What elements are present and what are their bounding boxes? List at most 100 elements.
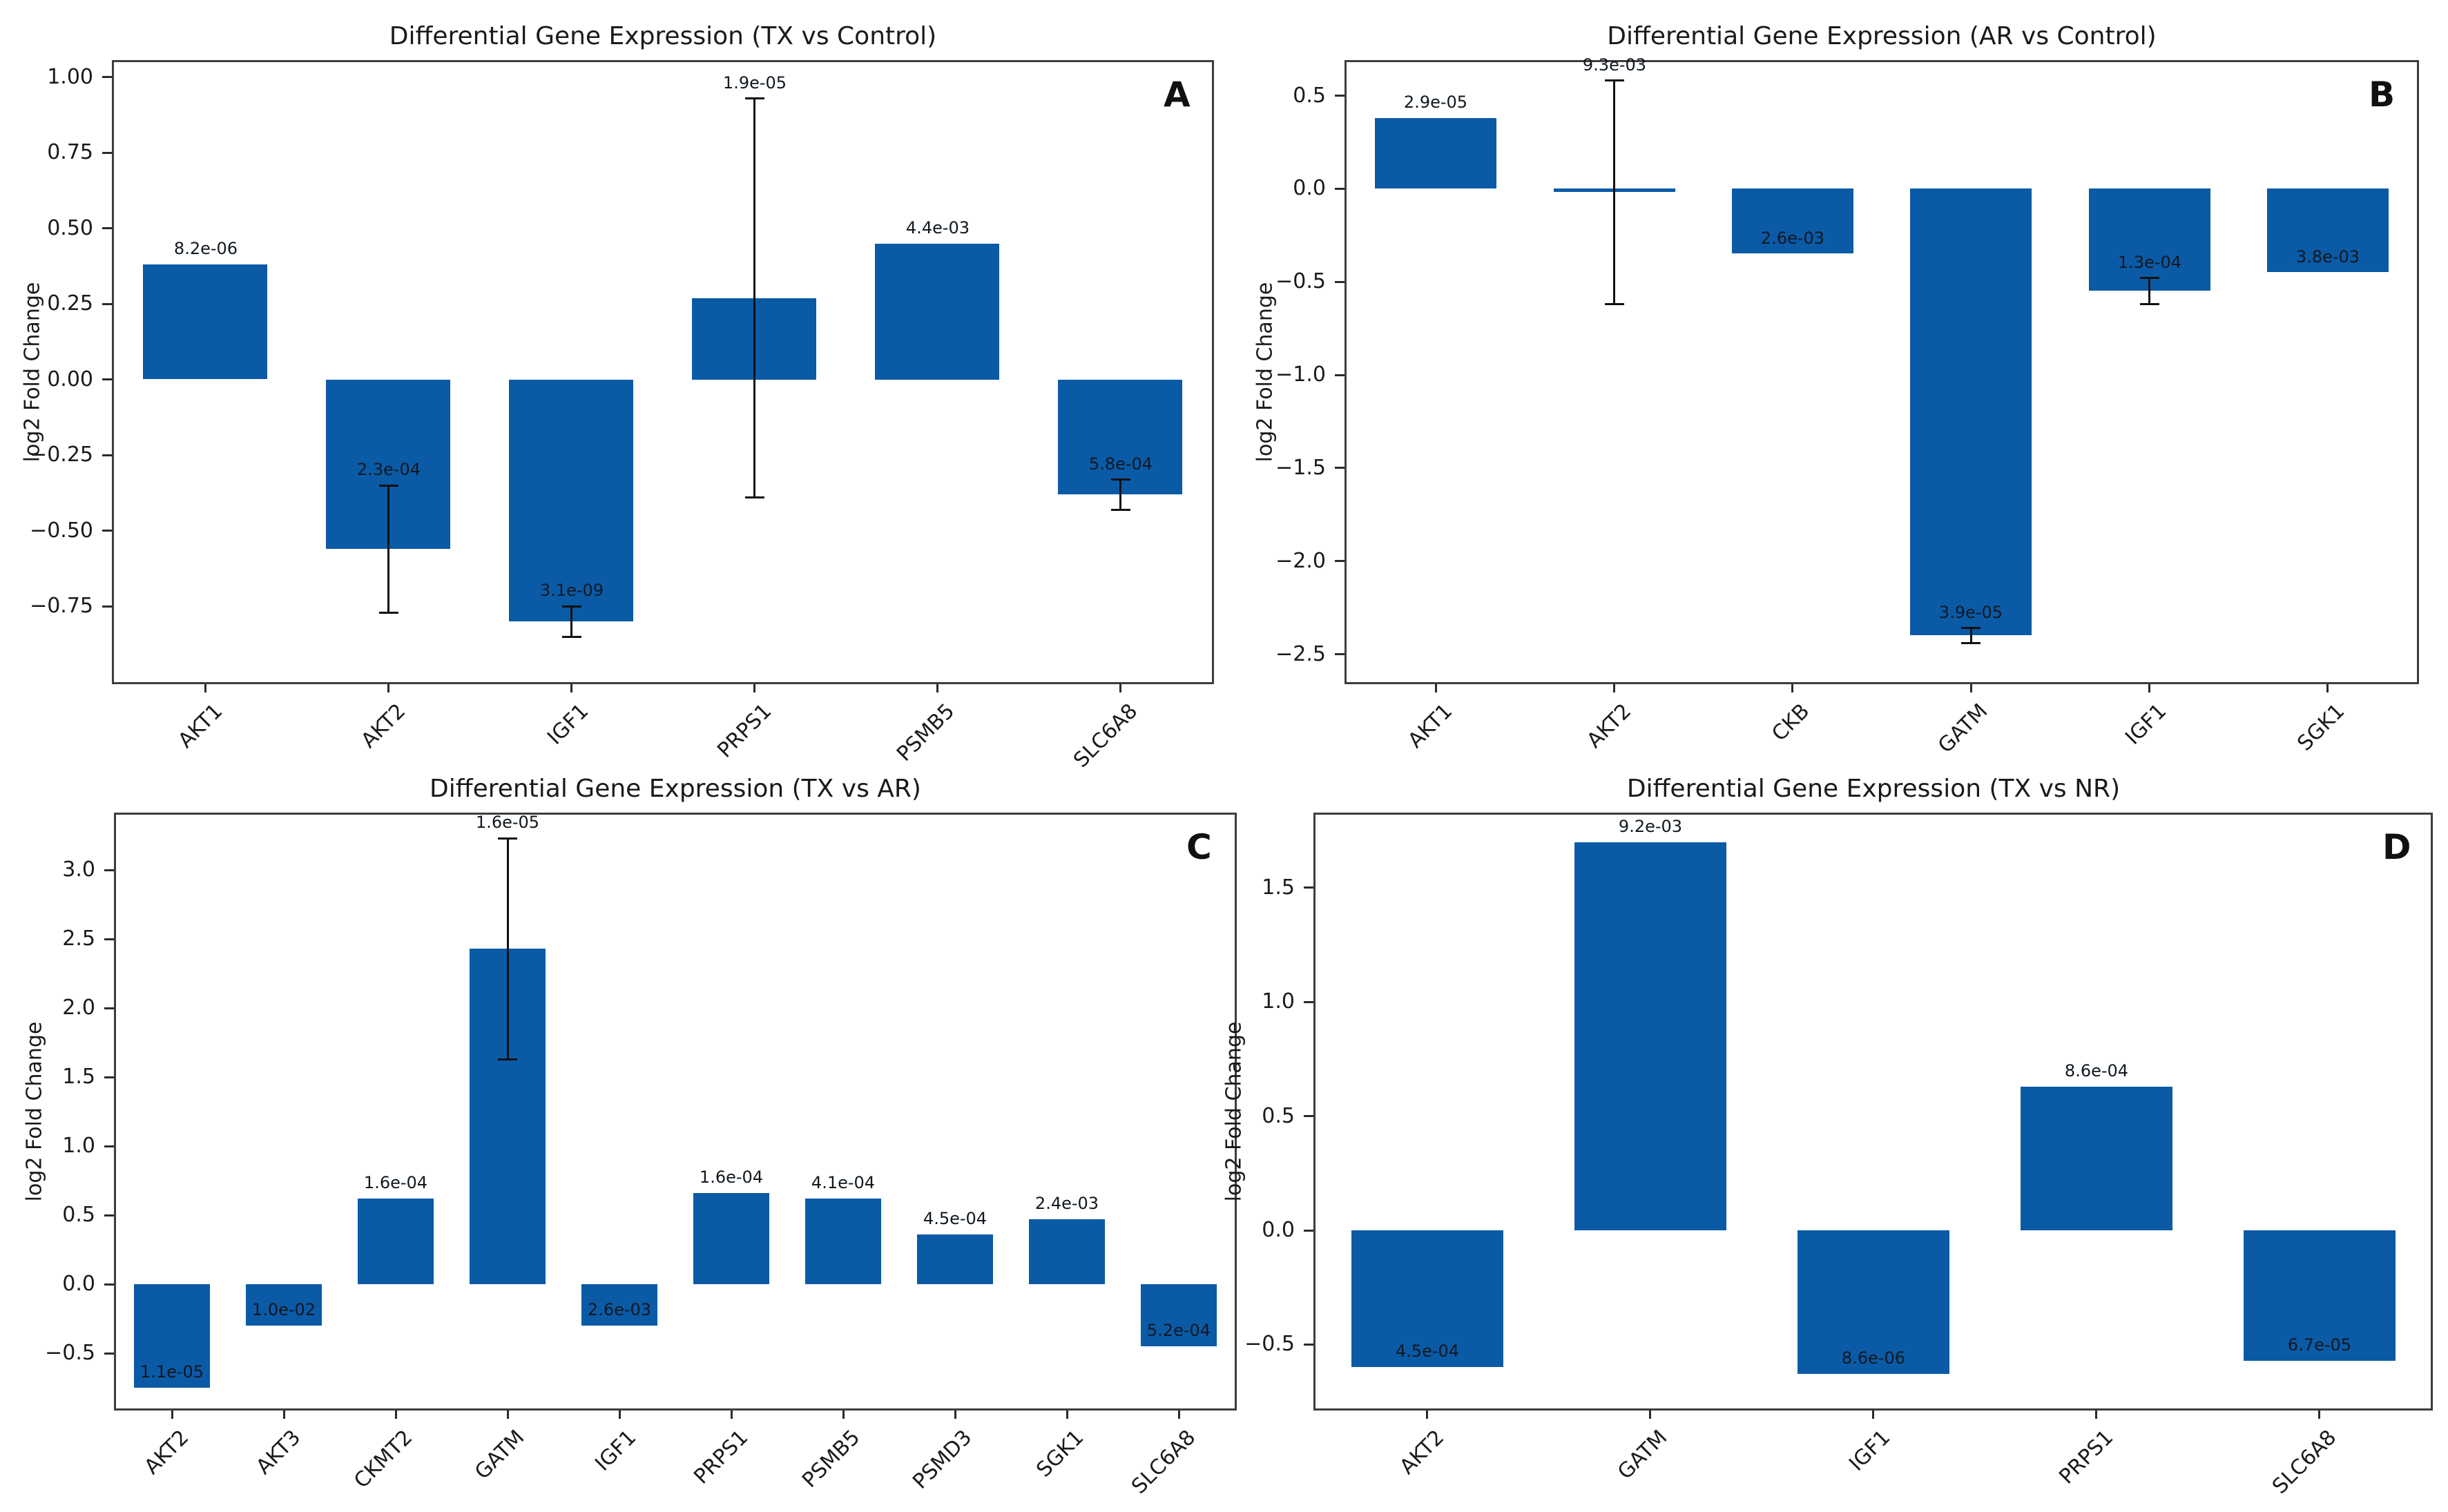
panel-c-title: Differential Gene Expression (TX vs AR) [430, 775, 921, 803]
y-tick-label: −2.5 [1275, 642, 1326, 666]
error-bar-cap-bottom [2140, 303, 2159, 305]
x-tick-mark [2148, 684, 2150, 692]
pvalue-label-igf1: 1.3e-04 [2117, 253, 2182, 272]
x-tick-mark [1178, 1411, 1180, 1419]
pvalue-label-akt1: 2.9e-05 [1403, 93, 1468, 112]
y-tick-mark [1304, 886, 1313, 889]
y-tick-label: 1.5 [62, 1065, 95, 1089]
x-tick-mark [753, 684, 755, 692]
pvalue-label-prps1: 1.9e-05 [722, 73, 787, 93]
y-tick-label: 3.0 [62, 857, 95, 882]
y-tick-label: −1.0 [1275, 362, 1326, 387]
y-tick-label: 0.5 [1293, 84, 1326, 108]
pvalue-label-igf1: 8.6e-06 [1841, 1348, 1906, 1368]
axis-spine-top [112, 60, 1214, 62]
panel-a-title: Differential Gene Expression (TX vs Cont… [389, 22, 937, 50]
panel-b-title: Differential Gene Expression (AR vs Cont… [1607, 22, 2157, 50]
y-tick-label: 0.0 [1262, 1218, 1295, 1242]
x-tick-mark [570, 684, 572, 692]
axis-spine-bottom [112, 682, 1214, 684]
y-tick-mark [102, 530, 112, 532]
bar-slc6a8 [1058, 380, 1182, 494]
y-tick-mark [1335, 95, 1345, 97]
x-tick-mark [171, 1411, 173, 1419]
x-tick-mark [1649, 1411, 1651, 1419]
x-tick-mark [283, 1411, 285, 1419]
error-bar-line [753, 99, 755, 498]
bar-igf1 [2089, 188, 2210, 291]
error-bar-cap-top [498, 837, 517, 840]
panel-a-letter: A [1164, 75, 1191, 115]
pvalue-label-slc6a8: 5.8e-04 [1088, 454, 1153, 474]
axis-spine-right [2431, 815, 2433, 1408]
axis-spine-right [2417, 62, 2419, 682]
x-tick-mark [1613, 684, 1615, 692]
y-tick-label: 1.0 [62, 1134, 95, 1158]
error-bar-cap-top [2140, 277, 2159, 279]
y-tick-label: 1.00 [47, 65, 93, 89]
error-bar-cap-bottom [498, 1058, 517, 1060]
axis-spine-bottom [1345, 682, 2419, 684]
y-tick-label: 0.00 [47, 367, 93, 391]
x-tick-label-igf1: IGF1 [1844, 1425, 1896, 1476]
y-tick-mark [102, 454, 112, 456]
bar-sgk1 [2267, 188, 2389, 272]
x-tick-mark [842, 1411, 845, 1419]
axis-spine-left [114, 815, 116, 1408]
y-tick-label: 0.0 [1293, 176, 1326, 200]
pvalue-label-slc6a8: 5.2e-04 [1146, 1321, 1211, 1340]
x-tick-mark [387, 684, 389, 692]
pvalue-label-akt2: 1.1e-05 [139, 1362, 204, 1382]
axis-spine-bottom [1313, 1408, 2433, 1411]
error-bar-cap-top [562, 605, 581, 608]
error-bar-cap-bottom [379, 612, 398, 614]
panel-d-title: Differential Gene Expression (TX vs NR) [1626, 775, 2121, 803]
y-tick-label: 2.5 [62, 927, 95, 951]
y-tick-mark [102, 303, 112, 305]
y-tick-label: −0.5 [45, 1341, 95, 1365]
pvalue-label-ckmt2: 1.6e-04 [363, 1173, 428, 1192]
bar-slc6a8 [1141, 1284, 1217, 1346]
pvalue-label-prps1: 8.6e-04 [2064, 1061, 2129, 1080]
x-tick-label-slc6a8: SLC6A8 [2267, 1425, 2342, 1499]
pvalue-label-prps1: 1.6e-04 [699, 1167, 764, 1187]
y-tick-mark [104, 938, 114, 940]
bar-gatm [1574, 842, 1726, 1230]
axis-spine-right [1212, 62, 1214, 682]
x-tick-mark [936, 684, 938, 692]
y-tick-mark [102, 605, 112, 608]
y-tick-label: 0.5 [62, 1203, 95, 1227]
axis-spine-left [112, 62, 114, 682]
bar-akt2 [1351, 1230, 1503, 1367]
bar-psmb5 [805, 1199, 881, 1284]
y-tick-label: 1.0 [1262, 989, 1295, 1014]
x-tick-mark [619, 1411, 621, 1419]
y-tick-mark [102, 76, 112, 78]
y-tick-mark [104, 1076, 114, 1078]
pvalue-label-akt2: 4.5e-04 [1395, 1341, 1460, 1361]
error-bar-line [1119, 480, 1121, 510]
pvalue-label-igf1: 2.6e-03 [587, 1300, 652, 1319]
x-tick-mark [204, 684, 206, 692]
y-tick-mark [1335, 374, 1345, 376]
pvalue-label-slc6a8: 6.7e-05 [2287, 1335, 2352, 1355]
x-tick-mark [2095, 1411, 2097, 1419]
x-tick-mark [954, 1411, 956, 1419]
y-tick-mark [1304, 1344, 1313, 1346]
axis-spine-top [114, 813, 1237, 815]
y-tick-label: 2.0 [62, 996, 95, 1020]
y-tick-mark [1335, 467, 1345, 469]
x-tick-mark [1435, 684, 1437, 692]
y-tick-mark [1304, 1230, 1313, 1232]
pvalue-label-akt3: 1.0e-02 [251, 1300, 316, 1319]
y-tick-mark [1335, 281, 1345, 283]
x-tick-mark [1872, 1411, 1874, 1419]
error-bar-cap-bottom [562, 636, 581, 638]
y-tick-mark [1304, 1001, 1313, 1003]
x-tick-label-prps1: PRPS1 [2054, 1425, 2119, 1489]
